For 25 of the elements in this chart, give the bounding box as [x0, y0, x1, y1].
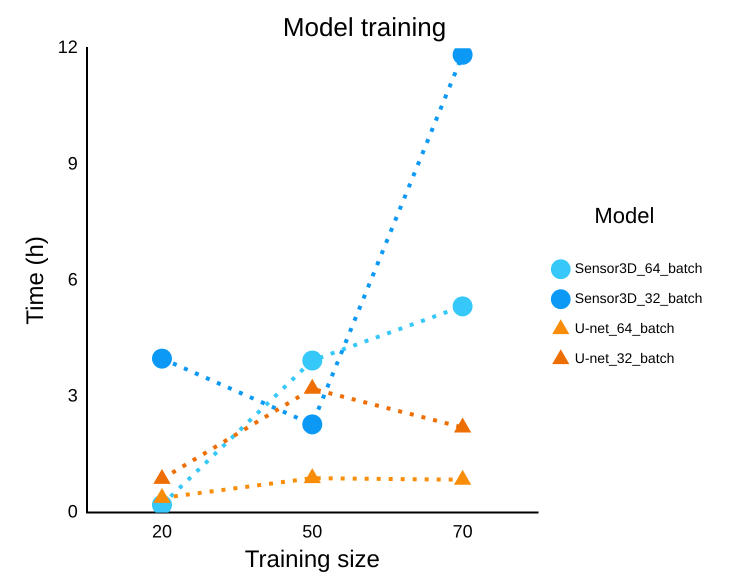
y-tick-label: 9	[68, 153, 78, 174]
legend-label: U-net_64_batch	[574, 320, 674, 336]
chart-title: Model training	[282, 12, 446, 42]
legend-label: Sensor3D_32_batch	[574, 290, 702, 306]
x-axis-title: Training size	[244, 546, 380, 574]
point	[452, 296, 473, 316]
y-tick-label: 3	[68, 385, 78, 406]
legend-label: Sensor3D_64_batch	[574, 260, 702, 276]
x-tick-label: 70	[452, 521, 473, 542]
point	[454, 470, 472, 485]
y-tick-label: 0	[68, 502, 78, 522]
point	[304, 378, 321, 394]
y-tick-label: 12	[58, 37, 78, 58]
y-tick-label: 6	[68, 269, 78, 290]
legend-title: Model	[594, 202, 654, 228]
point	[152, 348, 172, 369]
x-tick-label: 20	[152, 521, 172, 542]
y-axis-title: Time (h)	[22, 236, 50, 325]
point	[304, 468, 321, 484]
point	[454, 417, 472, 432]
point	[153, 488, 171, 503]
point	[302, 350, 322, 371]
point	[153, 468, 171, 484]
legend-label: U-net_32_batch	[574, 350, 674, 366]
x-tick-label: 50	[302, 521, 322, 542]
